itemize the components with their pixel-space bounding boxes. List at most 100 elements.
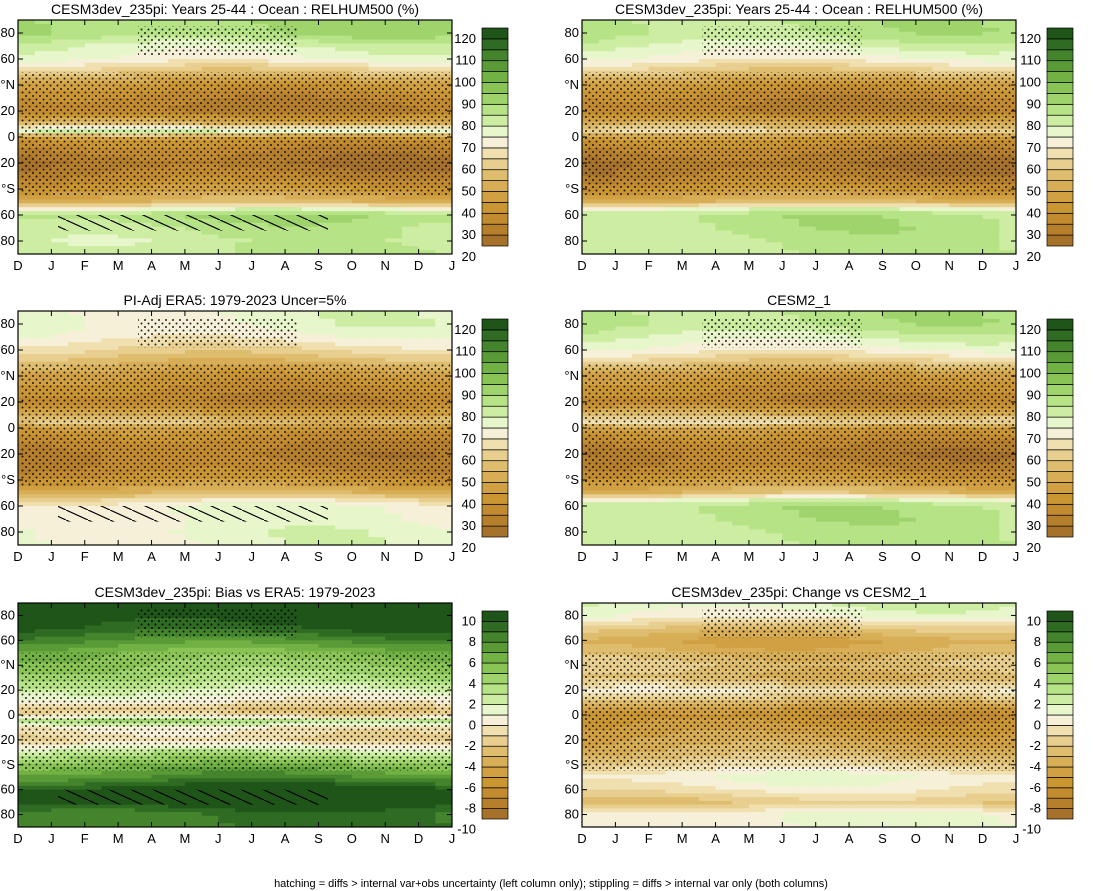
heat-cell xyxy=(385,318,403,324)
heat-cell xyxy=(615,195,633,200)
heat-cell xyxy=(715,242,733,247)
heat-cell xyxy=(932,35,950,41)
heat-cell xyxy=(385,311,403,316)
heat-cell xyxy=(34,521,52,527)
colorbar-bin xyxy=(1046,180,1074,192)
colorbar-label: 70 xyxy=(462,140,476,155)
heat-cell xyxy=(882,199,900,204)
heat-cell xyxy=(351,51,370,56)
heat-cell xyxy=(335,342,353,347)
heat-cell xyxy=(351,506,370,511)
heat-cell xyxy=(235,498,253,503)
heat-cell xyxy=(68,490,86,495)
heat-cell xyxy=(68,486,86,491)
heat-cell xyxy=(648,242,667,247)
heat-cell xyxy=(218,529,236,534)
heat-cell xyxy=(615,203,633,208)
heat-cell xyxy=(965,207,984,212)
heat-cell xyxy=(665,234,683,239)
heat-cell xyxy=(68,39,86,44)
heat-cell xyxy=(151,525,169,530)
heat-cell xyxy=(101,199,119,204)
heat-cell xyxy=(385,498,403,503)
heat-cell xyxy=(268,350,286,355)
heat-cell xyxy=(665,55,683,60)
heat-cell xyxy=(435,39,452,44)
heat-cell xyxy=(368,533,386,538)
heat-cell xyxy=(285,537,303,542)
heat-cell xyxy=(351,211,370,216)
heat-cell xyxy=(715,62,733,68)
heat-cell xyxy=(318,334,336,339)
heat-cell xyxy=(615,35,633,41)
heat-cell xyxy=(351,346,370,351)
heat-cell xyxy=(51,207,69,212)
heat-cell xyxy=(401,211,420,216)
heat-cell xyxy=(632,230,650,236)
heat-cell xyxy=(201,529,219,534)
heat-cell xyxy=(698,23,717,29)
heat-cell xyxy=(184,195,203,200)
heat-cell xyxy=(151,199,169,204)
colorbar-bin xyxy=(1046,114,1074,127)
heat-cell xyxy=(748,23,767,29)
y-tick-label: 20 xyxy=(1,155,15,170)
heat-cell xyxy=(418,330,436,335)
heat-cell xyxy=(401,222,420,228)
heat-cell xyxy=(401,509,420,515)
colorbar-label: 60 xyxy=(462,453,476,468)
heat-cell xyxy=(598,23,616,29)
colorbar-label: 50 xyxy=(462,475,476,490)
colorbar-bin xyxy=(481,394,509,407)
heat-cell xyxy=(251,490,269,495)
heat-cell xyxy=(318,55,336,60)
heat-cell xyxy=(982,39,1000,44)
heat-cell xyxy=(932,238,950,243)
heat-cell xyxy=(899,55,917,60)
heat-cell xyxy=(301,230,320,236)
heat-cell xyxy=(51,62,69,68)
heat-cell xyxy=(351,35,370,41)
x-tick-label: O xyxy=(347,549,357,564)
heat-cell xyxy=(418,246,436,251)
heat-cell xyxy=(832,211,850,216)
colorbar-bin xyxy=(1046,158,1074,171)
heat-cell xyxy=(865,62,884,68)
heat-cell xyxy=(368,513,386,519)
heat-cell xyxy=(435,35,452,41)
heat-cell xyxy=(765,218,783,224)
heat-cell xyxy=(268,529,286,534)
heat-cell xyxy=(385,226,403,232)
heat-cell xyxy=(51,350,69,355)
x-tick-label: A xyxy=(281,549,290,564)
heat-cell xyxy=(201,250,219,254)
heat-cell xyxy=(748,55,767,60)
heat-cell xyxy=(385,541,403,545)
heat-cell xyxy=(285,20,303,25)
heat-cell xyxy=(899,246,917,251)
heat-cell xyxy=(999,203,1016,208)
heat-cell xyxy=(799,222,817,228)
heat-cell xyxy=(184,533,203,538)
heat-cell xyxy=(682,250,700,254)
heat-cell xyxy=(782,23,800,29)
heat-cell xyxy=(184,490,203,495)
heat-cell xyxy=(84,242,103,247)
heat-cell xyxy=(34,533,52,538)
heat-cell xyxy=(251,494,269,499)
heat-cell xyxy=(982,246,1000,251)
y-tick-label: 80 xyxy=(1,25,15,40)
heat-cell xyxy=(151,203,169,208)
heat-cell xyxy=(184,234,203,239)
heat-cell xyxy=(598,66,616,72)
heat-cell xyxy=(235,529,253,534)
heat-cell xyxy=(251,242,269,247)
heat-cell xyxy=(68,242,86,247)
heat-cell xyxy=(18,226,36,232)
heat-cell xyxy=(51,47,69,52)
heat-cell xyxy=(632,238,650,243)
heat-cell xyxy=(368,494,386,499)
heat-cell xyxy=(932,234,950,239)
heat-cell xyxy=(732,222,750,228)
heat-cell xyxy=(84,326,103,332)
